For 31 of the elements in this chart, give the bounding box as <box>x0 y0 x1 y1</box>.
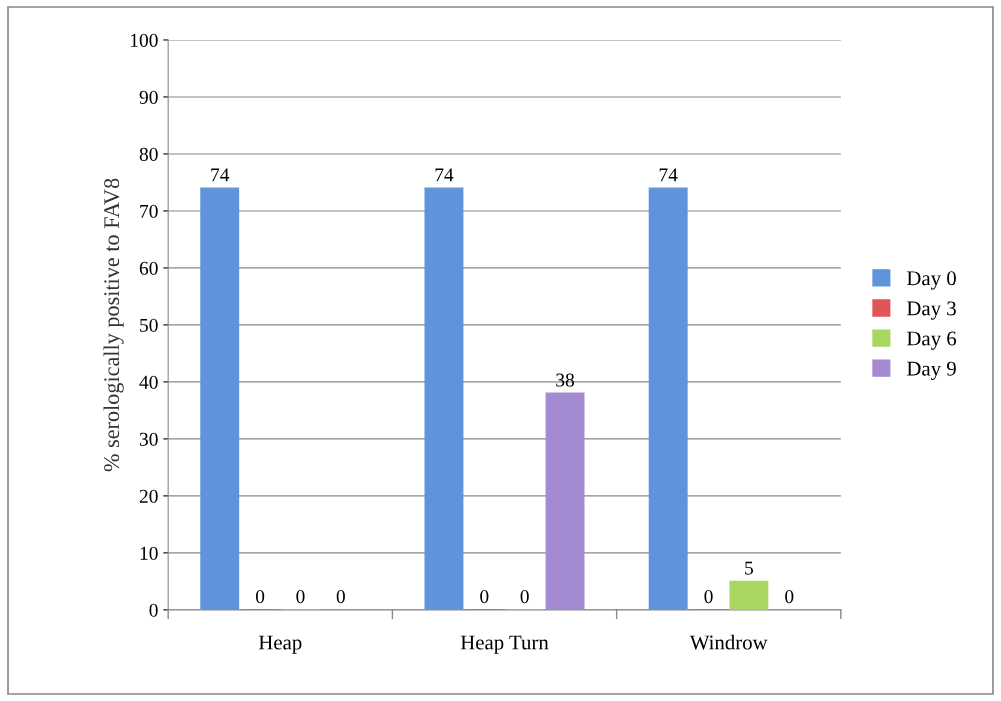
y-axis-title: % serologically positive to FAV8 <box>103 178 124 472</box>
y-tick-label: 0 <box>149 603 158 617</box>
data-label: 0 <box>704 590 713 604</box>
y-tick-label: 20 <box>139 489 158 503</box>
y-tick-label: 70 <box>140 204 158 218</box>
data-label: 0 <box>296 590 305 604</box>
y-tick-label: 100 <box>130 33 158 47</box>
y-tick-label: 60 <box>139 261 158 275</box>
x-tick-label: Heap Turn <box>460 635 549 654</box>
y-tick-label: 90 <box>139 90 158 104</box>
y-tick-label: 50 <box>140 318 158 332</box>
y-tick-label: 10 <box>140 546 158 560</box>
data-label: 38 <box>556 373 575 387</box>
data-label: 0 <box>255 590 265 604</box>
data-label: 74 <box>659 168 678 182</box>
legend-label: Day 6 <box>906 331 957 350</box>
y-tick-label: 30 <box>139 432 158 446</box>
data-label: 74 <box>211 168 230 182</box>
x-tick-label: Windrow <box>689 634 768 650</box>
data-label: 0 <box>520 590 529 604</box>
data-label: 0 <box>336 590 345 604</box>
legend-label: Day 0 <box>906 271 956 290</box>
data-label: 0 <box>785 590 794 604</box>
legend-label: Day 3 <box>906 301 956 320</box>
y-tick-label: 80 <box>139 147 158 161</box>
x-tick-label: Heap <box>258 635 302 654</box>
legend-label: Day 9 <box>906 361 956 380</box>
y-tick-label: 40 <box>139 375 158 389</box>
data-label: 0 <box>480 590 489 604</box>
data-label: 5 <box>745 561 754 575</box>
data-label: 74 <box>435 168 454 182</box>
